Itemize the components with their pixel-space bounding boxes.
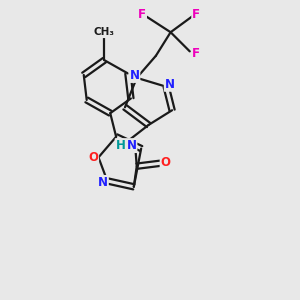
Text: O: O (88, 151, 98, 164)
Text: H: H (116, 139, 125, 152)
Text: N: N (165, 78, 175, 91)
Text: N: N (98, 176, 108, 189)
Text: F: F (192, 8, 200, 21)
Text: F: F (192, 47, 200, 60)
Text: F: F (138, 8, 146, 21)
Text: CH₃: CH₃ (94, 27, 115, 37)
Text: O: O (160, 156, 171, 169)
Text: N: N (129, 69, 140, 82)
Text: N: N (127, 139, 136, 152)
